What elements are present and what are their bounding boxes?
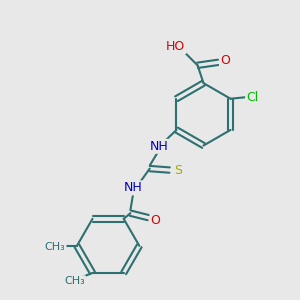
Text: NH: NH xyxy=(124,182,143,194)
Text: O: O xyxy=(220,54,230,67)
Text: O: O xyxy=(151,214,160,227)
Text: NH: NH xyxy=(149,140,168,153)
Text: Cl: Cl xyxy=(246,91,258,104)
Text: HO: HO xyxy=(166,40,185,53)
Text: S: S xyxy=(174,164,182,177)
Text: CH₃: CH₃ xyxy=(64,276,85,286)
Text: CH₃: CH₃ xyxy=(45,242,66,252)
